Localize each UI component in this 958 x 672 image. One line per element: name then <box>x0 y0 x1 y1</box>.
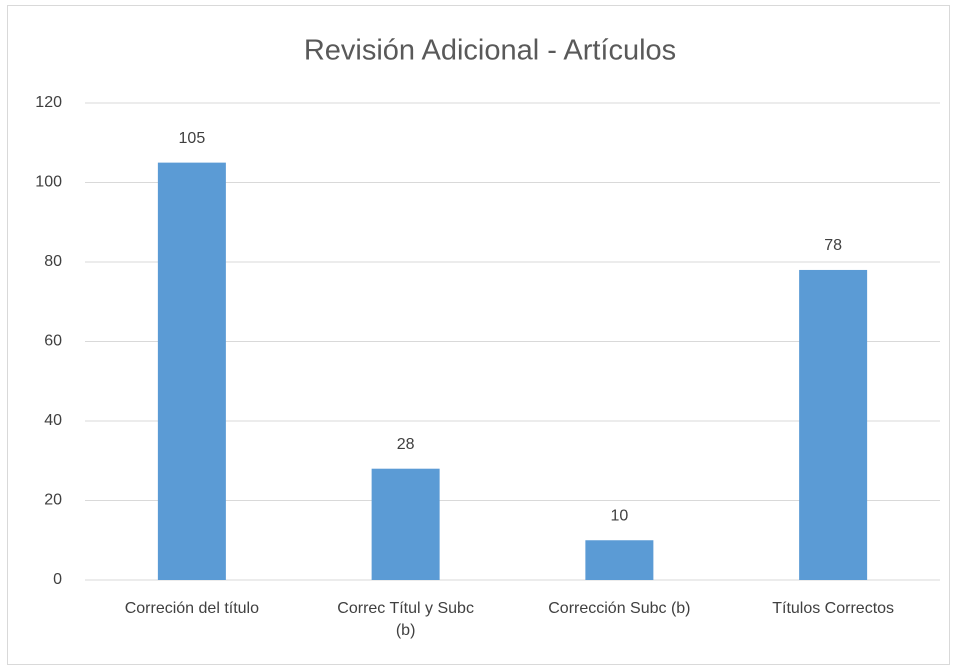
data-label: 105 <box>179 130 206 147</box>
data-label: 28 <box>397 436 415 453</box>
bar <box>157 162 226 580</box>
data-label: 78 <box>824 237 842 254</box>
bar <box>585 540 654 580</box>
x-tick-label: Corrección Subc (b) <box>548 600 691 617</box>
data-label: 10 <box>610 507 628 524</box>
y-tick-label: 20 <box>44 492 62 509</box>
y-tick-label: 80 <box>44 253 62 270</box>
x-tick-label: Correción del título <box>124 600 260 617</box>
y-tick-label: 0 <box>53 571 62 588</box>
y-tick-label: 120 <box>35 94 62 111</box>
x-tick-label: Correc Títul y Subc (b) <box>337 600 474 639</box>
y-tick-label: 40 <box>44 412 62 429</box>
bar <box>799 269 868 580</box>
chart-title: Revisión Adicional - Artículos <box>304 35 676 67</box>
y-tick-label: 100 <box>35 174 62 191</box>
y-tick-label: 60 <box>44 333 62 350</box>
bar <box>371 468 440 580</box>
x-tick-label: Títulos Correctos <box>772 600 895 617</box>
